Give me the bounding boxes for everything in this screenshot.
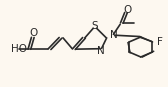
Text: N: N bbox=[110, 30, 117, 40]
Text: HO: HO bbox=[11, 44, 27, 54]
Text: O: O bbox=[123, 5, 132, 15]
Text: F: F bbox=[157, 37, 163, 47]
Text: N: N bbox=[97, 46, 105, 56]
Text: S: S bbox=[92, 21, 98, 31]
Text: O: O bbox=[29, 28, 38, 38]
